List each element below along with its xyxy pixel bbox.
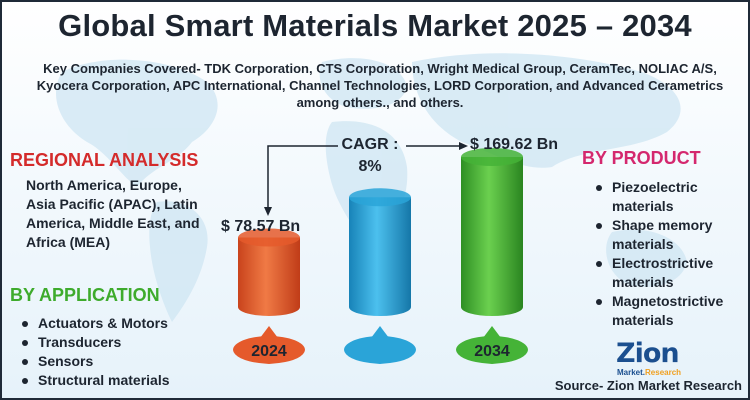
bar-2034 xyxy=(461,148,523,316)
list-item: Structural materials xyxy=(20,371,170,390)
category-marker-middle xyxy=(344,326,416,364)
zion-logo: Zion Market.Research xyxy=(612,338,708,382)
list-item: Shape memory materials xyxy=(594,216,744,254)
product-list: Piezoelectric materials Shape memory mat… xyxy=(594,178,744,330)
list-item: Actuators & Motors xyxy=(20,314,170,333)
logo-wordmark: Zion xyxy=(616,338,680,369)
cagr-value: 8% xyxy=(358,158,382,175)
page-title: Global Smart Materials Market 2025 – 203… xyxy=(58,8,692,43)
category-marker-2034: 2034 xyxy=(456,326,528,364)
list-item: Sensors xyxy=(20,352,170,371)
data-label-2024: $ 78.57 Bn xyxy=(221,218,301,235)
logo-sub-left: Market. xyxy=(617,368,646,377)
source-text: Source- Zion Market Research xyxy=(554,378,742,393)
category-marker-2024: 2024 xyxy=(233,326,305,364)
logo-sub-right: Research xyxy=(645,368,682,377)
list-item: Electrostrictive materials xyxy=(594,254,744,292)
list-item: Transducers xyxy=(20,333,170,352)
regions-text: North America, Europe, Asia Pacific (APA… xyxy=(26,177,200,250)
data-label-2034: $ 169.62 Bn xyxy=(470,136,559,153)
cagr-label: CAGR : 8% xyxy=(322,134,418,178)
cagr-title: CAGR : xyxy=(341,136,399,153)
list-item: Piezoelectric materials xyxy=(594,178,744,216)
tick-label: 2034 xyxy=(474,343,510,360)
regional-analysis-heading: REGIONAL ANALYSIS xyxy=(10,150,199,170)
by-product-heading: BY PRODUCT xyxy=(582,148,701,168)
application-list: Actuators & Motors Transducers Sensors S… xyxy=(20,314,170,390)
list-item: Magnetostrictive materials xyxy=(594,292,744,330)
logo-subtitle: Market.Research xyxy=(617,368,681,377)
tick-label: 2024 xyxy=(251,343,287,360)
by-application-heading: BY APPLICATION xyxy=(10,285,160,305)
bar-2024 xyxy=(238,228,300,316)
key-companies-text: Key Companies Covered- TDK Corporation, … xyxy=(36,61,724,110)
cagr-connector xyxy=(264,142,468,216)
bar-middle xyxy=(349,188,411,316)
